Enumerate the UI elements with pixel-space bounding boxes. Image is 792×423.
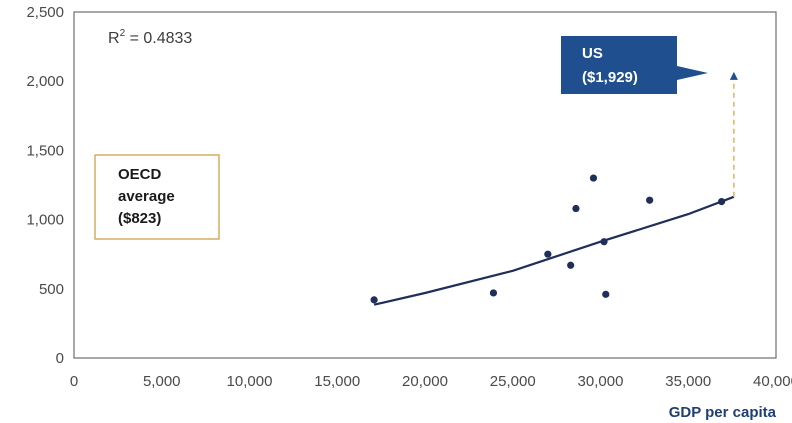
data-point xyxy=(489,289,498,297)
x-axis-label: GDP per capita xyxy=(669,404,777,421)
data-point xyxy=(602,290,610,298)
x-tick-label: 5,000 xyxy=(143,373,181,390)
y-tick-label: 0 xyxy=(56,350,64,367)
oecd-line-3: ($823) xyxy=(118,210,161,227)
data-point xyxy=(646,196,654,204)
y-tick-label: 500 xyxy=(39,281,64,298)
x-axis-tick-labels: 0 5,000 10,000 15,000 20,000 25,000 30,000 35,0… xyxy=(70,373,792,390)
r-squared-label: R2 = 0.4833 xyxy=(108,28,192,47)
data-point xyxy=(572,204,580,213)
y-axis-tick-labels: 0 500 1,000 1,500 2,000 2,500 xyxy=(26,4,64,367)
oecd-average-callout: OECD average ($823) xyxy=(94,154,220,240)
y-tick-label: 2,000 xyxy=(26,73,64,90)
x-tick-label: 0 xyxy=(70,373,78,390)
y-tick-label: 1,500 xyxy=(26,142,64,159)
x-tick-label: 25,000 xyxy=(490,373,536,390)
x-tick-label: 30,000 xyxy=(578,373,624,390)
us-callout: US ($1,929) xyxy=(561,36,708,94)
plot-frame xyxy=(73,11,777,359)
us-arrowhead xyxy=(729,71,738,80)
data-point xyxy=(567,261,575,269)
trendline xyxy=(373,195,735,306)
data-point xyxy=(370,296,378,304)
us-line-2: ($1,929) xyxy=(582,69,638,86)
x-tick-label: 40,000 xyxy=(753,373,792,390)
us-line-1: US xyxy=(582,45,603,62)
data-point xyxy=(600,238,608,246)
x-tick-label: 15,000 xyxy=(314,373,360,390)
y-tick-label: 1,000 xyxy=(26,212,64,229)
x-tick-label: 20,000 xyxy=(402,373,448,390)
x-tick-label: 10,000 xyxy=(227,373,273,390)
data-point xyxy=(589,174,598,182)
data-point xyxy=(544,250,552,258)
data-points xyxy=(370,174,726,304)
oecd-line-1: OECD xyxy=(118,166,162,183)
oecd-line-2: average xyxy=(118,188,175,205)
y-tick-label: 2,500 xyxy=(26,4,64,21)
data-point xyxy=(717,198,726,206)
x-tick-label: 35,000 xyxy=(665,373,711,390)
